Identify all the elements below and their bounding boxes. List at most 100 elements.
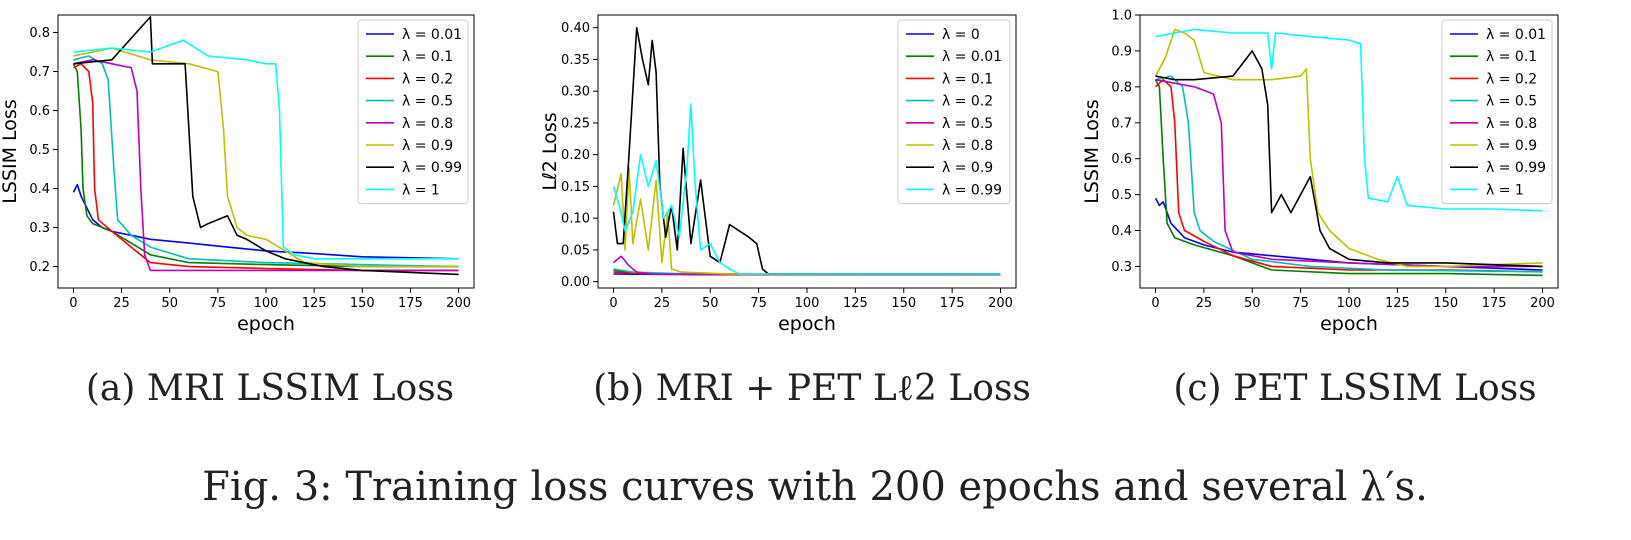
legend-box [1441,19,1553,205]
legend-label-6: λ = 0.99 [1486,160,1546,176]
x-tick-label-8: 200 [988,296,1013,311]
legend-box [897,19,1011,205]
series-line-5 [612,166,1001,275]
legend-label-7: λ = 1 [402,182,440,198]
y-tick-label-1: 0.4 [1111,224,1132,239]
legend-label-3: λ = 0.5 [402,94,453,110]
x-tick-label-3: 75 [1292,296,1309,311]
x-tick-label-2: 50 [1244,296,1261,311]
y-tick-label-7: 1.0 [1111,9,1132,24]
x-tick-label-5: 125 [1385,296,1410,311]
legend-label-4: λ = 0.8 [1486,116,1537,132]
series-line-2 [73,62,459,272]
legend-label-7: λ = 1 [1486,182,1524,198]
y-tick-label-5: 0.8 [1111,80,1132,95]
y-tick-label-2: 0.5 [1111,188,1132,203]
caption-b: (b) MRI + PET Lℓ2 Loss [593,368,1031,409]
y-tick-label-3: 0.15 [561,180,590,195]
y-tick-label-2: 0.4 [29,182,50,197]
y-tick-label-5: 0.7 [29,65,50,80]
y-tick-label-3: 0.6 [1111,152,1132,167]
chart-panel-b: 0 25 50 75 100 125 150 175 200 0.00 0.05 0.10 0.15 0.… [539,14,1017,335]
legend-label-0: λ = 0.01 [402,27,462,43]
legend-label-1: λ = 0.01 [942,49,1002,65]
x-tick-label-2: 50 [161,296,178,311]
y-tick-label-1: 0.3 [29,221,50,236]
x-tick-label-0: 0 [1151,296,1159,311]
legend-label-5: λ = 0.8 [942,138,993,154]
legend-label-1: λ = 0.1 [402,49,453,65]
y-tick-label-4: 0.6 [29,104,50,119]
legend-label-6: λ = 0.99 [402,160,462,176]
x-tick-label-7: 175 [398,296,423,311]
series-group [72,16,459,276]
legend-label-5: λ = 0.9 [1486,138,1537,154]
legend-label-4: λ = 0.5 [942,116,993,132]
y-tick-label-2: 0.10 [561,212,590,227]
caption-c: (c) PET LSSIM Loss [1173,368,1536,409]
x-tick-label-0: 0 [609,296,617,311]
x-axis-label: epoch [237,313,295,335]
y-axis-label: Lℓ2 Loss [539,112,561,190]
legend-label-2: λ = 0.2 [1486,71,1537,87]
y-tick-label-3: 0.5 [29,143,50,158]
y-axis-label: LSSIM Loss [0,99,21,203]
x-tick-label-1: 25 [1196,296,1213,311]
legend-label-0: λ = 0.01 [1486,27,1546,43]
legend-label-5: λ = 0.9 [402,138,453,154]
series-line-4 [1155,78,1543,268]
x-tick-label-2: 50 [702,296,719,311]
legend-box [357,19,469,205]
y-tick-label-6: 0.8 [29,26,50,41]
series-line-2 [1154,78,1543,273]
series-group [612,26,1001,276]
x-tick-label-4: 100 [254,296,279,311]
y-tick-label-5: 0.25 [561,116,590,131]
legend: λ = 0 λ = 0.01 λ = 0.1 λ = 0.2 λ = 0.5 λ = 0.… [897,19,1011,205]
legend-label-6: λ = 0.9 [942,160,993,176]
series-line-5 [73,47,459,268]
series-group [1154,28,1543,277]
caption-a: (a) MRI LSSIM Loss [86,368,454,409]
y-tick-label-1: 0.05 [561,243,590,258]
y-tick-label-8: 0.40 [561,21,590,36]
legend-label-7: λ = 0.99 [942,182,1002,198]
series-line-4 [612,255,1001,276]
y-tick-label-6: 0.30 [561,85,590,100]
x-tick-label-3: 75 [750,296,767,311]
y-tick-label-0: 0.3 [1111,260,1132,275]
legend-label-2: λ = 0.1 [942,71,993,87]
y-tick-label-7: 0.35 [561,53,590,68]
x-tick-label-6: 150 [1433,296,1458,311]
x-tick-label-5: 125 [302,296,327,311]
series-line-7 [1155,28,1543,212]
series-line-4 [73,58,459,272]
x-tick-label-8: 200 [1530,296,1555,311]
x-tick-label-8: 200 [446,296,471,311]
series-line-7 [612,103,1001,275]
x-tick-label-6: 150 [350,296,375,311]
x-axis-label: epoch [1320,313,1378,335]
y-tick-label-6: 0.9 [1111,44,1132,59]
x-tick-label-7: 175 [940,296,965,311]
x-tick-label-1: 25 [113,296,130,311]
y-tick-label-4: 0.20 [561,148,590,163]
x-tick-label-4: 100 [795,296,820,311]
x-tick-label-6: 150 [891,296,916,311]
x-tick-label-3: 75 [210,296,227,311]
series-line-6 [1155,50,1543,268]
y-tick-label-0: 0.2 [29,260,50,275]
legend: λ = 0.01 λ = 0.1 λ = 0.2 λ = 0.5 λ = 0.8 λ = … [1441,19,1553,205]
x-tick-label-7: 175 [1482,296,1507,311]
x-tick-label-4: 100 [1337,296,1362,311]
legend-label-3: λ = 0.2 [942,94,993,110]
legend-label-4: λ = 0.8 [402,116,453,132]
legend: λ = 0.01 λ = 0.1 λ = 0.2 λ = 0.5 λ = 0.8 λ = … [357,19,469,205]
x-tick-label-0: 0 [69,296,77,311]
legend-label-3: λ = 0.5 [1486,94,1537,110]
series-line-3 [73,55,459,268]
legend-label-2: λ = 0.2 [402,71,453,87]
x-axis-label: epoch [778,313,836,335]
series-line-1 [1154,79,1543,277]
